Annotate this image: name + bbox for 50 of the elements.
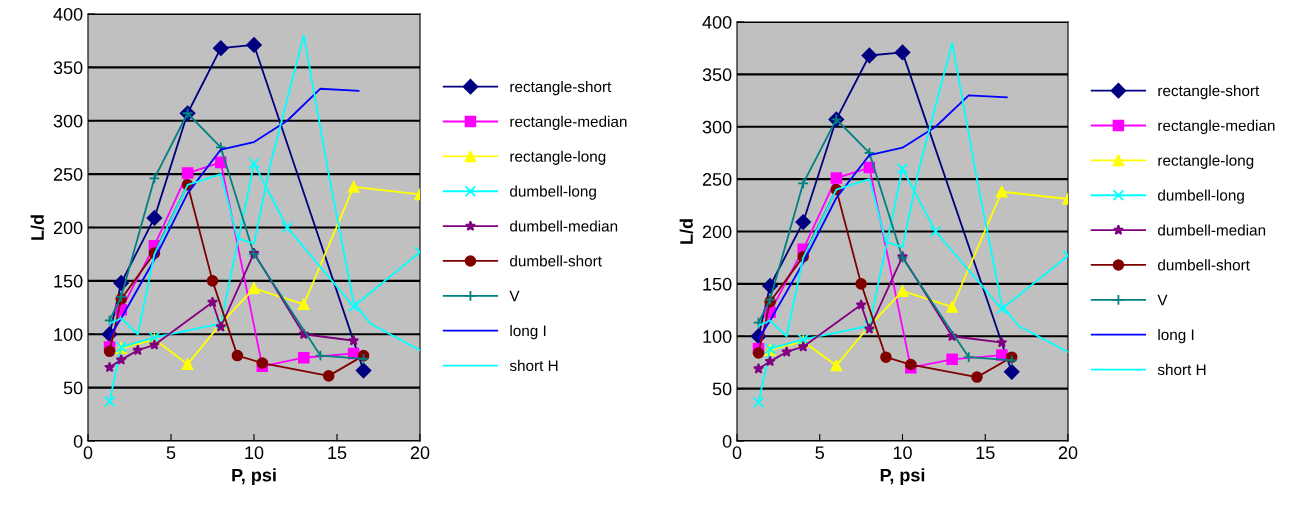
legend-label: dumbell-long [1158, 189, 1244, 204]
x-tick-label: 10 [893, 446, 912, 460]
legend-label: dumbell-short [510, 255, 602, 267]
y-tick-label: 100 [54, 328, 83, 341]
legend-label: long I [510, 324, 546, 340]
legend-label: rectangle-median [1158, 119, 1275, 135]
legend-label: rectangle-long [1158, 154, 1254, 169]
y-tick-label: 350 [53, 61, 83, 75]
x-tick-label: 0 [83, 446, 93, 460]
legend-label: short H [509, 359, 558, 372]
x-tick-label: 5 [815, 446, 825, 460]
x-tick-label: 0 [732, 446, 742, 460]
legend-label: dumbell-short [1158, 259, 1250, 271]
y-tick-label: 300 [53, 114, 83, 128]
legend-label: rectangle-median [510, 115, 627, 131]
x-tick-label: 5 [166, 446, 176, 460]
legend-label: short H [1157, 363, 1206, 376]
y-tick-label: 350 [702, 68, 732, 82]
y-tick-label: 400 [702, 15, 732, 29]
x-tick-label: 15 [976, 446, 995, 460]
y-tick-label: 0 [722, 434, 732, 448]
legend-label: dumbell-long [510, 185, 596, 200]
y-axis-title: L/d [30, 215, 45, 240]
legend-label: rectangle-short [1158, 84, 1260, 100]
y-tick-label: 50 [63, 381, 83, 395]
y-tick-label: 250 [53, 168, 83, 181]
x-tick-label: 20 [1058, 446, 1078, 460]
y-tick-label: 0 [73, 434, 83, 448]
y-tick-label: 250 [702, 173, 732, 186]
y-tick-label: 50 [712, 382, 732, 396]
y-tick-label: 200 [702, 225, 732, 239]
x-axis-title: P, psi [232, 468, 276, 486]
y-tick-label: 100 [703, 330, 732, 343]
y-tick-label: 150 [703, 277, 732, 291]
legend-label: rectangle-long [510, 150, 606, 165]
legend-label: dumbell-median [1158, 224, 1266, 236]
x-tick-label: 20 [410, 446, 430, 460]
y-tick-label: 400 [53, 7, 83, 21]
legend-label: V [509, 290, 520, 302]
legend-label: long I [1158, 328, 1194, 344]
x-tick-label: 10 [245, 446, 264, 460]
legend-label: dumbell-median [510, 220, 618, 232]
legend-label: rectangle-short [510, 80, 612, 96]
legend-label: V [1157, 294, 1168, 306]
y-tick-label: 200 [53, 221, 83, 235]
y-tick-label: 150 [54, 274, 83, 288]
x-axis-title: P, psi [880, 468, 925, 486]
y-axis-title: L/d [679, 219, 694, 244]
y-tick-label: 300 [702, 120, 732, 134]
x-tick-label: 15 [328, 446, 347, 460]
